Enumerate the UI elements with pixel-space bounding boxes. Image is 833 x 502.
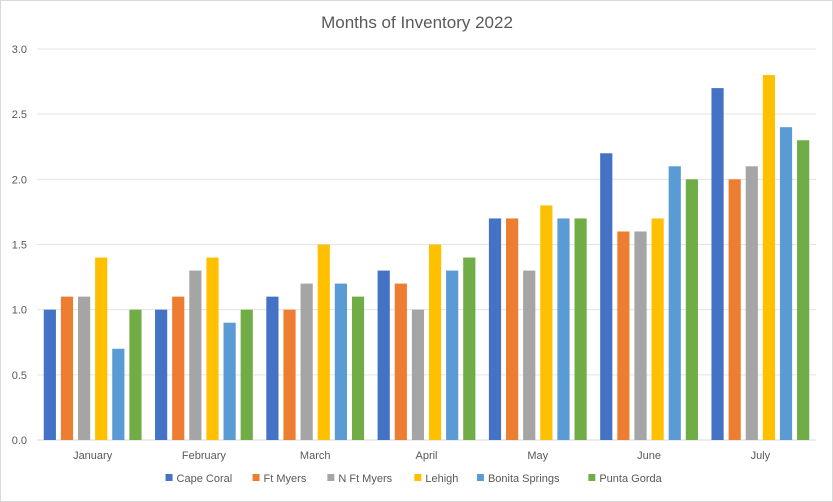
x-tick-label: January bbox=[73, 450, 113, 462]
bar-lehigh bbox=[95, 257, 108, 440]
legend-swatch bbox=[476, 474, 484, 481]
bar-cape-coral bbox=[266, 296, 279, 440]
bar-cape-coral bbox=[488, 218, 502, 440]
legend-label: Bonita Springs bbox=[488, 473, 560, 485]
bar-n-ft-myers bbox=[523, 270, 536, 440]
bar-lehigh bbox=[651, 218, 664, 440]
legend-label: Lehigh bbox=[425, 473, 458, 485]
bar-n-ft-myers bbox=[634, 231, 647, 440]
bar-punta-gorda bbox=[240, 309, 253, 440]
bar-cape-coral bbox=[43, 309, 56, 440]
x-tick-label: February bbox=[182, 450, 227, 462]
y-tick-label: 2.5 bbox=[12, 109, 27, 121]
y-tick-label: 1.5 bbox=[12, 240, 27, 252]
legend-swatch bbox=[165, 474, 173, 481]
legend-label: Punta Gorda bbox=[599, 473, 662, 485]
y-tick-label: 3.0 bbox=[12, 44, 27, 56]
legend: Cape Coral Ft Myers N Ft Myers Lehigh Bonita… bbox=[165, 473, 663, 485]
bar-lehigh bbox=[540, 205, 553, 440]
bar-n-ft-myers bbox=[77, 296, 91, 440]
gridlines bbox=[37, 48, 816, 441]
bar-n-ft-myers bbox=[411, 309, 425, 440]
bar-ft-myers bbox=[394, 283, 407, 440]
x-tick-label: May bbox=[527, 450, 548, 462]
bar-bonita-springs bbox=[446, 270, 459, 440]
bar-punta-gorda bbox=[685, 179, 698, 441]
bar-punta-gorda bbox=[129, 309, 142, 440]
chart-title: Months of Inventory 2022 bbox=[321, 13, 513, 32]
bar-cape-coral bbox=[600, 153, 613, 440]
bar-bonita-springs bbox=[779, 127, 793, 440]
x-axis: January February March April May June July bbox=[73, 450, 771, 462]
bars bbox=[43, 75, 810, 441]
bar-cape-coral bbox=[711, 88, 724, 440]
bar-lehigh bbox=[428, 244, 442, 440]
bar-bonita-springs bbox=[334, 283, 347, 440]
bar-n-ft-myers bbox=[189, 270, 202, 440]
y-tick-label: 0.5 bbox=[12, 370, 27, 382]
bar-cape-coral bbox=[377, 270, 390, 440]
bar-punta-gorda bbox=[797, 140, 810, 440]
bar-ft-myers bbox=[506, 218, 519, 440]
legend-swatch bbox=[414, 474, 422, 481]
bar-lehigh bbox=[317, 244, 330, 440]
bar-cape-coral bbox=[155, 309, 168, 440]
bar-lehigh bbox=[206, 257, 219, 440]
x-tick-label: March bbox=[300, 450, 331, 462]
legend-label: N Ft Myers bbox=[338, 473, 392, 485]
x-tick-label: June bbox=[637, 450, 661, 462]
bar-bonita-springs bbox=[668, 166, 681, 441]
bar-punta-gorda bbox=[574, 218, 587, 440]
legend-swatch bbox=[252, 474, 260, 481]
bar-ft-myers bbox=[60, 296, 74, 440]
bar-n-ft-myers bbox=[300, 283, 313, 440]
bar-ft-myers bbox=[617, 231, 630, 440]
bar-bonita-springs bbox=[223, 322, 236, 440]
bar-punta-gorda bbox=[351, 296, 365, 440]
bar-ft-myers bbox=[728, 179, 741, 441]
legend-swatch bbox=[327, 474, 335, 481]
x-tick-label: April bbox=[415, 450, 437, 462]
y-tick-label: 0.0 bbox=[12, 435, 27, 447]
bar-lehigh bbox=[762, 75, 776, 441]
legend-label: Cape Coral bbox=[177, 473, 233, 485]
y-axis: 0.0 0.5 1.0 1.5 2.0 2.5 3.0 bbox=[12, 44, 27, 447]
bar-punta-gorda bbox=[463, 257, 476, 440]
y-tick-label: 1.0 bbox=[12, 305, 27, 317]
legend-swatch bbox=[588, 474, 596, 481]
bar-bonita-springs bbox=[112, 348, 125, 440]
x-tick-label: July bbox=[751, 450, 771, 462]
bar-bonita-springs bbox=[557, 218, 570, 440]
bar-ft-myers bbox=[283, 309, 296, 440]
bar-n-ft-myers bbox=[745, 166, 758, 441]
bar-ft-myers bbox=[172, 296, 185, 440]
legend-label: Ft Myers bbox=[264, 473, 307, 485]
y-tick-label: 2.0 bbox=[12, 174, 27, 186]
